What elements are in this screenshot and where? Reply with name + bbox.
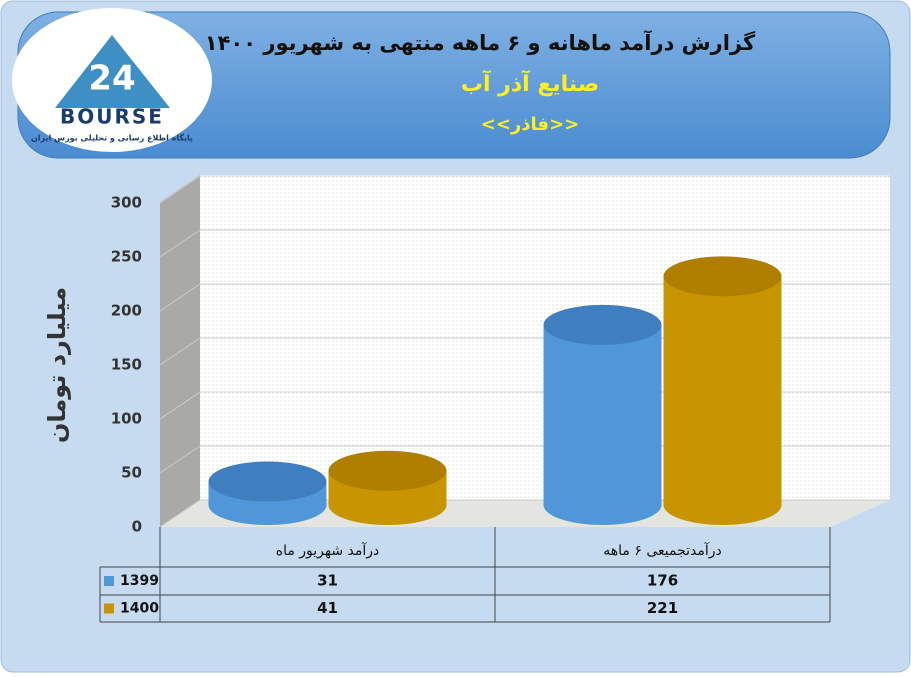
y-tick-label: 50	[121, 464, 142, 482]
x-tick-label: درآمدتجمیعی ۶ ماهه	[603, 542, 722, 559]
grid-line-side	[159, 283, 201, 312]
chart-title: گزارش درآمد ماهانه و ۶ ماهه منتهی به شهر…	[205, 30, 756, 55]
table-value: 41	[317, 599, 338, 617]
symbol: <<فاذر>>	[481, 114, 580, 135]
grid-line-side	[159, 499, 201, 528]
y-tick-label: 300	[111, 194, 142, 212]
chart-subtitle: صنایع آذر آب	[461, 69, 599, 97]
x-tick-label: درآمد شهریور ماه	[276, 542, 380, 559]
table-value: 31	[317, 572, 338, 590]
grid-line-side	[159, 337, 201, 366]
bar	[543, 324, 662, 525]
logo-mark: 24	[88, 59, 135, 99]
grid-line-side	[159, 445, 201, 474]
legend-label: 1400	[120, 601, 159, 617]
bar-top	[663, 256, 782, 297]
y-tick-label: 200	[111, 302, 142, 320]
legend-swatch	[104, 576, 114, 586]
bar-top	[208, 461, 327, 502]
y-tick-label: 100	[111, 410, 142, 428]
grid-line-side	[159, 175, 201, 204]
y-tick-label: 0	[132, 518, 142, 536]
legend-swatch	[104, 603, 114, 614]
y-tick-label: 150	[111, 356, 142, 374]
legend-label: 1399	[120, 573, 159, 589]
grid-line-side	[159, 229, 201, 258]
y-axis-label: میلیارد تومان	[43, 287, 71, 443]
bar-top	[328, 450, 447, 491]
grid-line-side	[159, 391, 201, 420]
logo-tagline: پایگاه اطلاع رسانی و تحلیلی بورس ایران	[31, 133, 193, 144]
table-value: 221	[647, 599, 678, 617]
logo-triangle	[55, 35, 170, 108]
logo-name: BOURSE	[60, 105, 164, 129]
table-value: 176	[647, 572, 678, 590]
bar	[663, 276, 782, 525]
bar-top	[543, 304, 662, 345]
y-tick-label: 250	[111, 248, 142, 266]
